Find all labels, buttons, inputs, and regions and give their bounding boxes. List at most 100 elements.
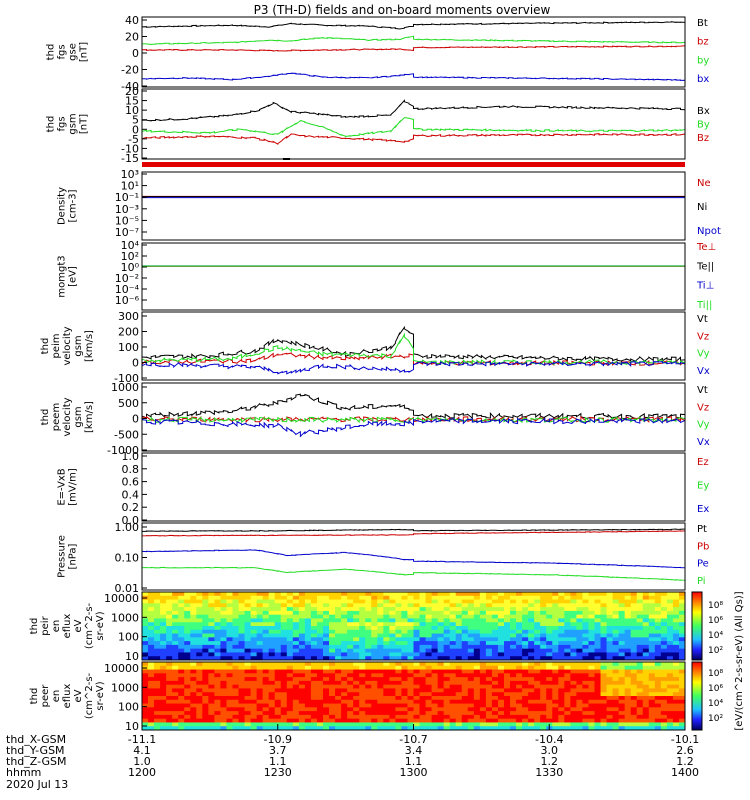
ytick-label-peim-velocity-2: 100 xyxy=(118,341,139,354)
ylabel-peer-spec-2: en xyxy=(51,690,62,703)
ylabel-fgs-gse-1: fgs xyxy=(57,44,68,59)
legend-moments-temp-3: Ti|| xyxy=(696,300,712,311)
ytick-label-moments-temp-3: 10⁻² xyxy=(115,272,139,285)
time-row-label-3: hhmm xyxy=(6,766,41,779)
ytick-label-fgs-gsm-6: -10 xyxy=(121,142,139,155)
legend-fgs-gse-2: by xyxy=(697,55,709,66)
series-fgs-gse-3 xyxy=(141,72,686,85)
spectrogram-peir-spec xyxy=(142,592,686,661)
ylabel-efield-1: [mV/m] xyxy=(68,468,79,506)
ylabel-fgs-gsm-0: thd xyxy=(46,116,57,133)
ytick-label-pressure-1: 0.10 xyxy=(115,552,140,565)
series-pressure-3 xyxy=(141,566,686,585)
time-row-value-1-0: 4.1 xyxy=(133,744,151,757)
time-row-value-3-1: 1230 xyxy=(264,766,292,779)
legend-density-2: Npot xyxy=(697,226,721,237)
availability-bar xyxy=(142,162,685,167)
ylabel-peim-velocity-1: peim xyxy=(51,333,62,358)
ytick-label-peim-velocity-1: 200 xyxy=(118,326,139,339)
ylabel-density-1: [cm-3] xyxy=(68,189,79,222)
ytick-label-peer-spec-0: 10000 xyxy=(104,662,139,675)
ytick-label-peer-spec-2: 100 xyxy=(118,701,139,714)
legend-moments-temp-2: Ti⊥ xyxy=(696,281,714,292)
ytick-label-efield-1: 0.8 xyxy=(122,463,140,476)
panel-peim-velocity: 300 200 100 0 -100 thd peim velocity gsm [km/s] Vt… xyxy=(40,310,710,385)
panel-frame-moments-temp xyxy=(141,242,686,311)
panel-frame-pressure xyxy=(141,522,686,591)
ylabel-moments-temp-1: [eV] xyxy=(68,266,79,287)
legend-fgs-gse-3: bx xyxy=(697,74,709,85)
ylabel-peem-velocity-2: velocity xyxy=(62,397,73,436)
legend-efield-0: Ez xyxy=(697,457,709,468)
colorbar-tick-top-1: 10⁶ xyxy=(708,616,723,626)
time-row-value-0-4: -10.1 xyxy=(671,733,699,746)
panel-peer-spec: 10000 1000 100 10 thd peer en eflux eV (cm^2-s-sr… xyxy=(29,661,686,733)
ylabel-peim-velocity-0: thd xyxy=(40,338,51,355)
ylabel-peer-spec-0: thd xyxy=(29,688,40,705)
ytick-label-efield-2: 0.6 xyxy=(122,476,140,489)
colorbar-top xyxy=(691,591,703,661)
ylabel-peir-spec-1: peir xyxy=(40,615,51,635)
series-peem-velocity-0 xyxy=(141,393,686,420)
ylabel-peer-spec-1: peer xyxy=(40,684,51,708)
ylabel-peir-spec-0: thd xyxy=(29,618,40,635)
series-fgs-gse-2 xyxy=(141,35,686,46)
ytick-label-fgs-gsm-0: 20 xyxy=(125,85,139,98)
availability-marker xyxy=(283,158,290,160)
ylabel-pressure-0: Pressure xyxy=(57,535,68,578)
ylabel-fgs-gse-3: [nT] xyxy=(79,42,90,62)
panel-pressure: 1.00 0.10 0.01 Pressure [nPa] Pt Pb Pe Pi xyxy=(57,521,710,595)
ytick-label-density-3: 10⁻³ xyxy=(115,203,139,216)
ylabel-efield-0: E=-VxB xyxy=(57,468,68,505)
ylabel-peim-velocity-3: gsm xyxy=(73,335,84,356)
legend-pressure-2: Pe xyxy=(697,559,709,570)
panel-frame-density xyxy=(141,171,686,241)
legend-peem-velocity-1: Vz xyxy=(697,402,709,413)
ylabel-moments-temp-0: momgt3 xyxy=(57,255,68,297)
series-fgs-gsm-1 xyxy=(141,117,686,138)
legend-fgs-gsm-1: By xyxy=(697,120,710,131)
ylabel-fgs-gsm-3: [nT] xyxy=(79,114,90,134)
ytick-label-peir-spec-3: 10 xyxy=(125,650,139,663)
time-row-value-2-4: 1.2 xyxy=(676,755,694,768)
ytick-label-peem-velocity-1: 500 xyxy=(118,397,139,410)
panel-frame-efield xyxy=(141,452,686,522)
ytick-label-fgs-gse-1: 20 xyxy=(125,31,139,44)
time-row-value-3-3: 1330 xyxy=(535,766,563,779)
colorbar-tick-top-3: 10² xyxy=(708,646,723,656)
ytick-label-pressure-2: 0.01 xyxy=(115,582,140,595)
legend-peim-velocity-0: Vt xyxy=(697,314,708,325)
colorbar: 10⁸ 10⁶ 10⁴ 10² 10⁸ 10⁶ 10⁴ 10² [eV/(cm^2-s-sr-e… xyxy=(691,591,745,731)
ytick-label-density-5: 10⁻⁷ xyxy=(115,226,139,239)
ytick-label-efield-3: 0.4 xyxy=(122,488,140,501)
panel-peem-velocity: 1000 500 0 -500 -1000 thd peem velocity gsm [km/s… xyxy=(40,381,710,457)
ytick-label-peir-spec-0: 10000 xyxy=(104,592,139,605)
time-row-value-0-0: -11.1 xyxy=(128,733,156,746)
series-peim-velocity-3 xyxy=(141,360,686,375)
date-label: 2020 Jul 13 xyxy=(6,778,68,791)
legend-peem-velocity-2: Vy xyxy=(697,420,710,431)
panel-efield: 1.00.80.60.40.20.0 E=-VxB [mV/m] Ez Ey Ex xyxy=(57,450,710,527)
series-peem-velocity-3 xyxy=(141,417,686,438)
ylabel-peem-velocity-3: gsm xyxy=(73,406,84,427)
ytick-label-fgs-gse-2: 0 xyxy=(132,47,139,60)
time-row-label-0: thd_X-GSM xyxy=(6,733,66,746)
colorbar-tick-bottom-2: 10⁴ xyxy=(708,699,723,709)
time-row-value-0-3: -10.4 xyxy=(535,733,563,746)
series-fgs-gsm-2 xyxy=(141,133,686,145)
ytick-label-peer-spec-1: 1000 xyxy=(111,681,139,694)
time-row-value-1-3: 3.0 xyxy=(541,744,559,757)
legend-pressure-3: Pi xyxy=(697,576,706,587)
legend-peem-velocity-0: Vt xyxy=(697,385,708,396)
series-pressure-0 xyxy=(142,527,686,532)
ytick-label-density-0: 10³ xyxy=(121,168,139,181)
time-row-label-2: thd_Z-GSM xyxy=(6,755,66,768)
ytick-label-efield-4: 0.2 xyxy=(122,501,140,514)
time-row-value-0-1: -10.9 xyxy=(264,733,292,746)
spectrogram-peer-spec xyxy=(142,662,686,731)
ylabel-peer-spec-3: eflux xyxy=(62,684,73,709)
series-fgs-gsm-0 xyxy=(141,99,686,122)
ytick-label-fgs-gse-0: 40 xyxy=(125,14,139,27)
ylabel-peem-velocity-1: peem xyxy=(51,403,62,431)
panel-frame-peim-velocity xyxy=(141,311,686,381)
